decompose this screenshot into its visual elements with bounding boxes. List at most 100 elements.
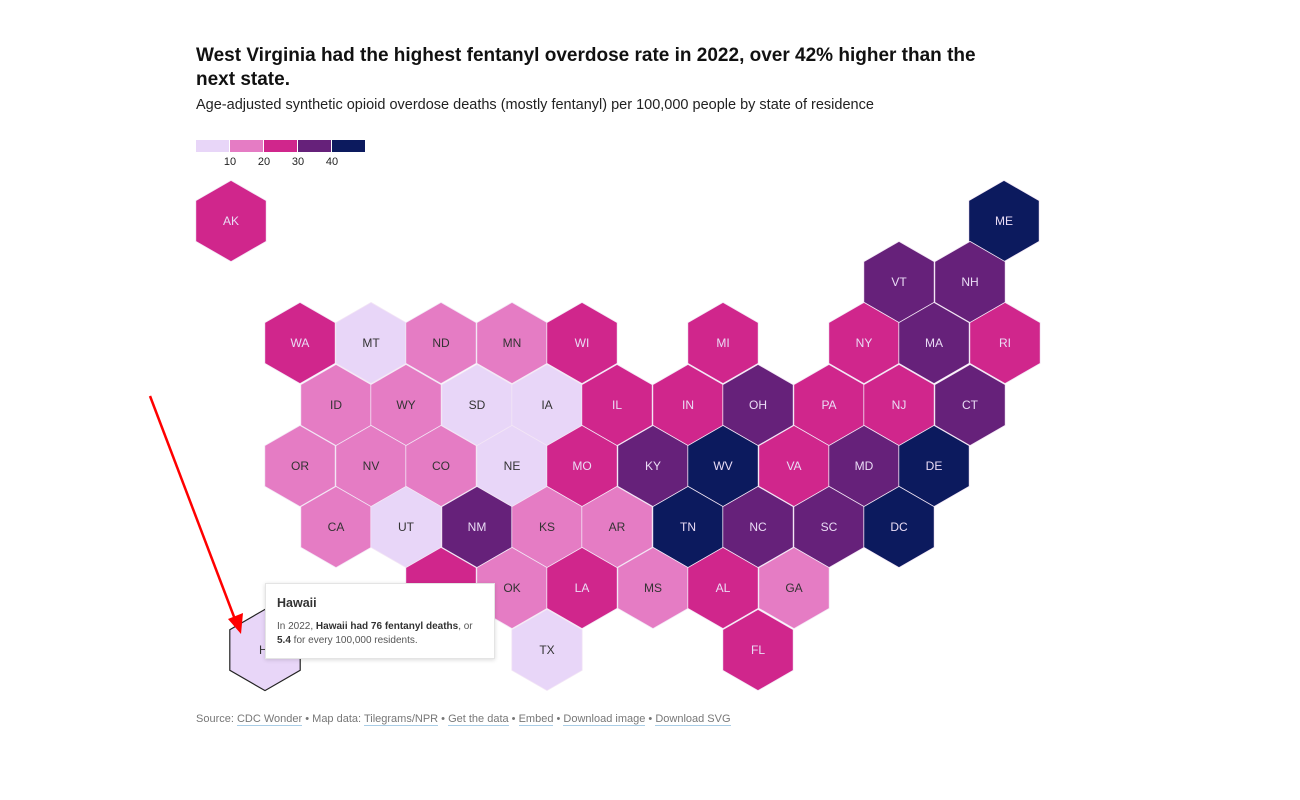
legend-swatch-0 (196, 140, 229, 152)
state-hex-ca[interactable]: CA (300, 485, 372, 569)
hex-shape[interactable] (546, 301, 618, 385)
hex-shape[interactable] (264, 301, 336, 385)
state-label: AK (223, 214, 239, 228)
state-hex-ga[interactable]: GA (758, 546, 830, 630)
state-hex-ny[interactable]: NY (828, 301, 900, 385)
tooltip-title: Hawaii (277, 596, 317, 610)
legend-tick: 10 (223, 156, 237, 168)
state-hex-nc[interactable]: NC (722, 485, 794, 569)
state-hex-ar[interactable]: AR (581, 485, 653, 569)
state-label: CO (432, 459, 450, 473)
separator: • (438, 713, 449, 725)
state-hex-co[interactable]: CO (405, 424, 477, 508)
hex-shape[interactable] (405, 301, 477, 385)
hex-shape[interactable] (934, 363, 1006, 447)
state-label: MS (644, 581, 662, 595)
state-label: IL (612, 398, 622, 412)
state-hex-ma[interactable]: MA (898, 301, 970, 385)
hex-shape[interactable] (758, 546, 830, 630)
state-hex-wa[interactable]: WA (264, 301, 336, 385)
state-hex-dc[interactable]: DC (863, 485, 935, 569)
state-label: IN (682, 398, 694, 412)
state-hex-ri[interactable]: RI (969, 301, 1041, 385)
state-hex-sd[interactable]: SD (441, 363, 513, 447)
state-hex-ne[interactable]: NE (476, 424, 548, 508)
state-label: KY (645, 459, 661, 473)
download-svg-link[interactable]: Download SVG (655, 713, 731, 726)
state-hex-nd[interactable]: ND (405, 301, 477, 385)
state-label: AL (716, 581, 731, 595)
tooltip-text: for every 100,000 residents. (290, 635, 418, 646)
tooltip: Hawaii In 2022, Hawaii had 76 fentanyl d… (265, 583, 495, 659)
download-image-link[interactable]: Download image (563, 713, 646, 726)
state-label: VA (786, 459, 801, 473)
hex-shape[interactable] (687, 546, 759, 630)
hex-shape[interactable] (546, 546, 618, 630)
legend-tick: 20 (257, 156, 271, 168)
state-label: NJ (892, 398, 907, 412)
embed-link[interactable]: Embed (518, 713, 554, 726)
get-data-link[interactable]: Get the data (448, 713, 509, 726)
hex-shape[interactable] (863, 485, 935, 569)
state-hex-al[interactable]: AL (687, 546, 759, 630)
tooltip-text: In 2022, (277, 621, 316, 632)
hex-shape[interactable] (195, 179, 267, 263)
state-label: NM (468, 520, 487, 534)
chart-subtitle: Age-adjusted synthetic opioid overdose d… (196, 97, 874, 113)
state-label: MO (572, 459, 591, 473)
legend-swatch-1 (230, 140, 263, 152)
source-link[interactable]: CDC Wonder (236, 713, 303, 726)
legend-swatch-3 (298, 140, 331, 152)
hex-shape[interactable] (264, 424, 336, 508)
state-hex-la[interactable]: LA (546, 546, 618, 630)
state-label: NE (504, 459, 521, 473)
state-label: MD (855, 459, 874, 473)
state-hex-or[interactable]: OR (264, 424, 336, 508)
state-hex-ky[interactable]: KY (617, 424, 689, 508)
state-hex-md[interactable]: MD (828, 424, 900, 508)
hex-shape[interactable] (511, 608, 583, 692)
hex-shape[interactable] (687, 301, 759, 385)
legend-swatch-2 (264, 140, 297, 152)
state-label: MA (925, 336, 943, 350)
hex-shape[interactable] (722, 608, 794, 692)
separator: • (553, 713, 564, 725)
state-label: RI (999, 336, 1011, 350)
state-label: TN (680, 520, 696, 534)
state-hex-wi[interactable]: WI (546, 301, 618, 385)
state-label: FL (751, 643, 765, 657)
state-hex-wy[interactable]: WY (370, 363, 442, 447)
state-label: GA (785, 581, 802, 595)
state-label: DC (890, 520, 908, 534)
separator: • (645, 713, 656, 725)
map-data-label: Map data: (312, 713, 364, 725)
state-label: SD (469, 398, 486, 412)
state-label: WI (575, 336, 590, 350)
hex-shape[interactable] (969, 301, 1041, 385)
footer: Source: CDC Wonder • Map data: Tilegrams… (196, 713, 731, 726)
tooltip-text: , or (458, 621, 473, 632)
state-label: WY (396, 398, 415, 412)
state-hex-fl[interactable]: FL (722, 608, 794, 692)
state-label: WV (713, 459, 732, 473)
state-hex-mi[interactable]: MI (687, 301, 759, 385)
state-label: VT (891, 275, 907, 289)
state-hex-mt[interactable]: MT (335, 301, 407, 385)
state-hex-ak[interactable]: AK (195, 179, 267, 263)
state-hex-vt[interactable]: VT (863, 240, 935, 324)
state-label: PA (821, 398, 836, 412)
state-label: WA (291, 336, 310, 350)
state-hex-ct[interactable]: CT (934, 363, 1006, 447)
state-hex-tx[interactable]: TX (511, 608, 583, 692)
annotation-arrow (148, 395, 243, 634)
state-label: ND (432, 336, 450, 350)
state-label: NH (961, 275, 978, 289)
state-label: ID (330, 398, 342, 412)
hex-shape[interactable] (898, 301, 970, 385)
state-label: CT (962, 398, 979, 412)
state-hex-ms[interactable]: MS (617, 546, 689, 630)
state-label: IA (541, 398, 552, 412)
state-label: LA (575, 581, 590, 595)
map-data-link[interactable]: Tilegrams/NPR (363, 713, 439, 726)
